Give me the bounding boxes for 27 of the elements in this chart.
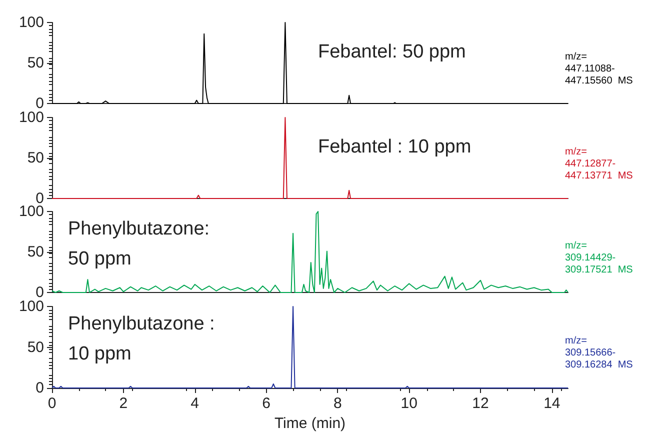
x-tick-label: 12	[472, 395, 489, 412]
annotation: Phenylbutazone : 10 ppm	[68, 314, 215, 364]
y-tick-label: 50	[27, 150, 44, 166]
y-tick-label: 100	[18, 14, 44, 31]
y-tick-label: 50	[27, 54, 44, 72]
annotation: Febantel: 50 ppm	[318, 42, 466, 62]
annotation: m/z= 447.12877- 447.13771 MS	[565, 146, 634, 182]
x-axis-title: Time (min)	[274, 414, 346, 432]
y-tick-label: 50	[27, 338, 44, 356]
y-tick-label: 100	[18, 109, 44, 126]
y-tick-label: 0	[36, 95, 44, 112]
annotation: m/z= 309.14429- 309.17521 MS	[565, 240, 634, 276]
annotation: m/z= 447.11088- 447.15560 MS	[565, 52, 634, 86]
y-tick-label: 100	[18, 298, 44, 315]
x-tick-label: 10	[400, 395, 418, 412]
annotation: Febantel : 10 ppm	[318, 136, 472, 158]
y-tick-label: 0	[36, 284, 44, 301]
x-tick-label: 4	[190, 395, 200, 412]
y-tick-label: 0	[36, 380, 44, 396]
x-tick-label: 0	[48, 395, 56, 412]
x-tick-label: 2	[119, 395, 128, 412]
x-tick-label: 14	[544, 395, 560, 412]
x-tick-label: 8	[334, 395, 342, 412]
y-tick-label: 50	[27, 244, 44, 260]
annotation: Phenylbutazone: 50 ppm	[68, 218, 210, 270]
x-tick-label: 6	[262, 395, 270, 412]
annotation: m/z= 309.15666- 309.16284 MS	[565, 336, 634, 370]
